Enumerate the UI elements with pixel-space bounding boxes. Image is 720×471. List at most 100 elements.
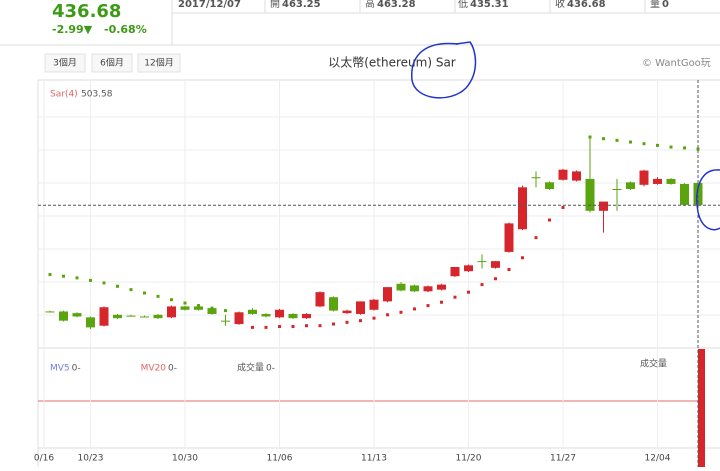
sar-dot [696,147,700,151]
x-tick-label: 12/04 [645,454,671,464]
candle-body [585,178,595,211]
range-button[interactable] [137,53,181,73]
candle-body [653,178,662,184]
volume-title: 成交量 [640,358,667,370]
change-pct: -0.68% [104,23,147,36]
candle-body [248,309,257,314]
candle-body [72,313,82,317]
candle-body [153,314,163,319]
sar-dot [588,135,592,139]
sar-dot [507,268,511,272]
volume-value: 0 [662,0,669,10]
candle-body [639,170,649,185]
candle-body [275,309,284,318]
sar-dot [359,319,362,323]
legend-name: 成交量 [237,362,264,374]
high-label: 高 [365,0,375,10]
candle-body [356,301,365,314]
sar-dot [102,281,106,285]
date: 2017/12/07 [178,0,241,10]
sar-dot [413,307,416,311]
candle-body [302,313,311,319]
sar-dot [48,273,52,277]
sar-dot [224,309,227,313]
x-tick-label: 11/27 [550,454,576,464]
sar-dot [642,142,646,146]
copyright: © WantGoo玩 [642,58,711,69]
sar-dot [318,324,322,328]
candle-body [410,285,419,292]
sar-dot [615,138,619,142]
sar-dot [183,301,187,305]
candle-body [59,311,68,321]
sar-dot [669,145,673,149]
candle-body [234,312,244,325]
sar-dot [656,143,659,147]
volume-label: 量 [650,0,660,10]
sar-dot [116,284,119,288]
open-label: 開 [270,0,280,10]
sar-dot [291,325,295,329]
sar-dot [143,291,146,295]
sar-dot [521,256,524,260]
sar-dot [494,277,497,281]
candle-body [437,284,446,290]
low-label: 低 [458,0,468,10]
candle-body [99,307,109,326]
candle-body [86,317,95,328]
candle-body [572,171,581,181]
sar-dot [345,320,349,324]
sar-dot [534,236,538,240]
sar-dot [561,205,565,209]
candle-body [113,314,122,319]
chart-title: 以太幣(ethereum) Sar [328,55,456,70]
candle-body [45,311,55,313]
price: 436.68 [52,1,121,22]
close-value: 436.68 [567,0,606,10]
sar-dot [264,325,268,329]
candle-body [666,178,676,184]
range-button[interactable] [91,53,133,73]
candle-body [450,267,460,277]
candle-body [383,287,392,302]
candle-body [491,261,500,268]
sar-dot [386,313,389,317]
x-tick-label: 10/23 [78,454,104,464]
legend-name: MV20 [141,364,167,374]
sar-dot [75,276,79,280]
candle-body [504,223,514,252]
plot [38,80,720,467]
candle-body [423,286,433,292]
x-tick-label: 11/06 [267,454,293,464]
candle-body [315,292,325,307]
change: -2.99▼ [52,23,93,36]
range-button-label[interactable]: 3個月 [53,57,77,69]
sar-dot [683,146,686,150]
legend-name: MV5 [50,364,70,374]
candle-body [599,201,608,211]
candle-body [342,310,352,314]
candle-body [396,283,406,291]
sar-dot [278,325,281,329]
sar-dot [426,304,430,308]
sar-dot [467,290,470,294]
legend-value: 0- [168,364,177,374]
range-button-label[interactable]: 6個月 [100,57,124,69]
x-tick-label: 11/13 [361,454,387,464]
candle-body [558,169,568,180]
range-button[interactable] [44,53,86,73]
sar-dot [129,288,133,292]
range-button-label[interactable]: 12個月 [144,57,173,69]
sar-dot [197,304,200,308]
open-value: 463.25 [282,0,321,10]
sar-dot [440,300,443,304]
sar-dot [210,306,214,310]
sar-dot [480,283,484,287]
sar-dot [89,278,92,282]
candle-body [126,315,136,317]
candle-body [261,313,271,317]
candle-body [518,187,527,230]
legend-value: 0- [266,364,275,374]
volume-bar [698,349,705,467]
